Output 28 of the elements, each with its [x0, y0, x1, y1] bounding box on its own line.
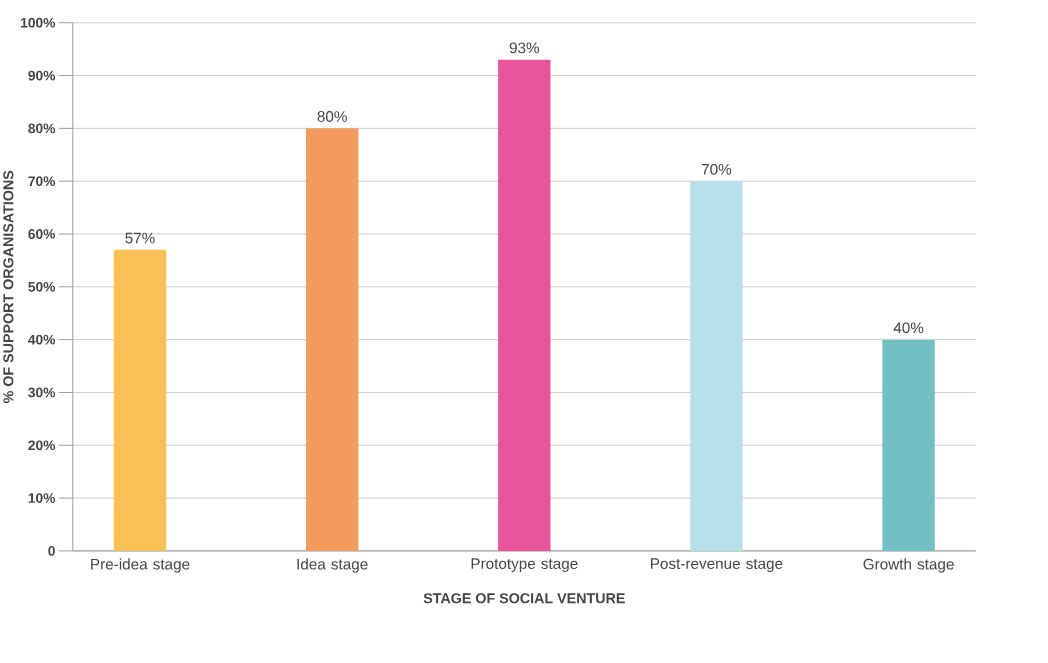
y-tick-label: 60% [28, 229, 56, 240]
data-label: 93% [509, 42, 540, 54]
bar [305, 128, 359, 552]
y-tick-label: 100% [21, 17, 56, 28]
y-axis-title: % OF SUPPORT ORGANISATIONS [3, 170, 14, 404]
y-tick-label: 50% [28, 282, 56, 292]
y-tick-label: 90% [28, 70, 56, 81]
x-tick-label: Growth stage [863, 558, 954, 573]
data-label: 70% [701, 164, 732, 175]
y-tick-label: 0 [48, 546, 55, 556]
y-tick-label: 20% [28, 440, 56, 451]
y-tick-label: 40% [28, 334, 56, 345]
x-tick-label: Idea stage [297, 558, 368, 573]
x-tick-label: Pre-idea stage [91, 558, 190, 573]
y-tick-label: 10% [28, 493, 56, 504]
bar [498, 59, 551, 552]
data-label: 40% [893, 322, 924, 334]
bar [882, 339, 935, 552]
y-tick-label: 70% [28, 176, 56, 187]
bar [690, 181, 743, 552]
y-tick-label: 80% [28, 123, 56, 134]
bar [113, 250, 167, 552]
data-label: 57% [125, 232, 155, 244]
x-tick-label: Post-revenue stage [651, 558, 783, 573]
x-tick-label: Prototype stage [471, 558, 578, 573]
data-label: 80% [317, 111, 347, 123]
x-axis-title: STAGE OF SOCIAL VENTURE [423, 593, 625, 604]
y-tick-label: 30% [28, 387, 56, 398]
